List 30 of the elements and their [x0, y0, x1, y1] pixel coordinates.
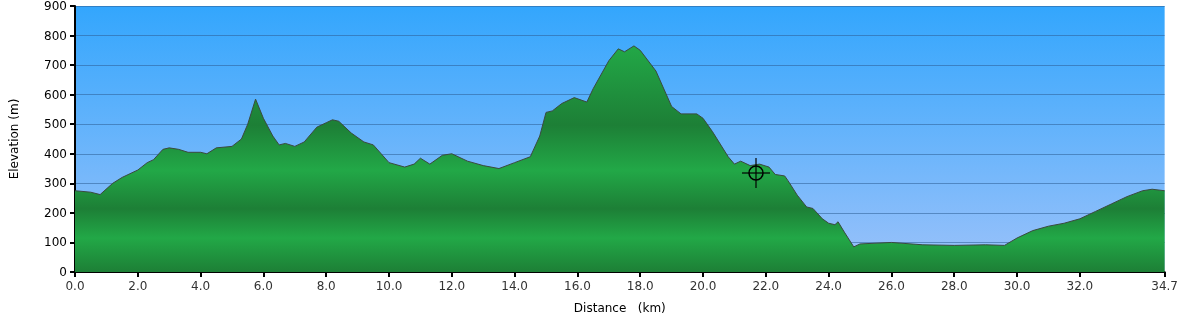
y-tick-label: 300 [44, 176, 67, 191]
x-tick-label: 26.0 [878, 279, 905, 293]
x-tick-label: 12.0 [438, 279, 466, 293]
x-tick-label: 8.0 [316, 279, 336, 293]
x-tick-label: 22.0 [752, 279, 780, 293]
y-tick-label: 0 [59, 265, 67, 279]
x-tick-label: 16.0 [564, 279, 591, 293]
x-tick-label: 20.0 [689, 279, 717, 293]
x-tick-label: 14.0 [501, 279, 528, 293]
x-tick-label: 24.0 [815, 279, 842, 293]
y-tick-label: 200 [44, 205, 67, 220]
y-axis-title: Elevation (m) [7, 98, 21, 180]
y-tick-label: 100 [44, 235, 67, 250]
x-tick-label: 34.7 [1151, 279, 1178, 293]
y-tick-label: 800 [44, 28, 67, 43]
y-tick-label: 400 [44, 146, 67, 161]
x-tick-label: 0.0 [65, 279, 85, 293]
x-tick-label: 30.0 [1003, 279, 1031, 293]
y-tick-label: 600 [44, 87, 67, 102]
y-tick-label: 500 [44, 117, 67, 132]
y-tick-label: 900 [44, 0, 67, 13]
x-tick-label: 28.0 [940, 279, 968, 293]
x-tick-label: 10.0 [375, 279, 403, 293]
x-tick-label: 32.0 [1066, 279, 1094, 293]
x-tick-label: 18.0 [626, 279, 654, 293]
x-axis-title: Distance (km) [573, 301, 666, 315]
y-tick-label: 700 [44, 58, 67, 73]
x-tick-label: 2.0 [128, 279, 148, 293]
x-tick-label: 6.0 [253, 279, 273, 293]
x-tick-label: 4.0 [191, 279, 211, 293]
